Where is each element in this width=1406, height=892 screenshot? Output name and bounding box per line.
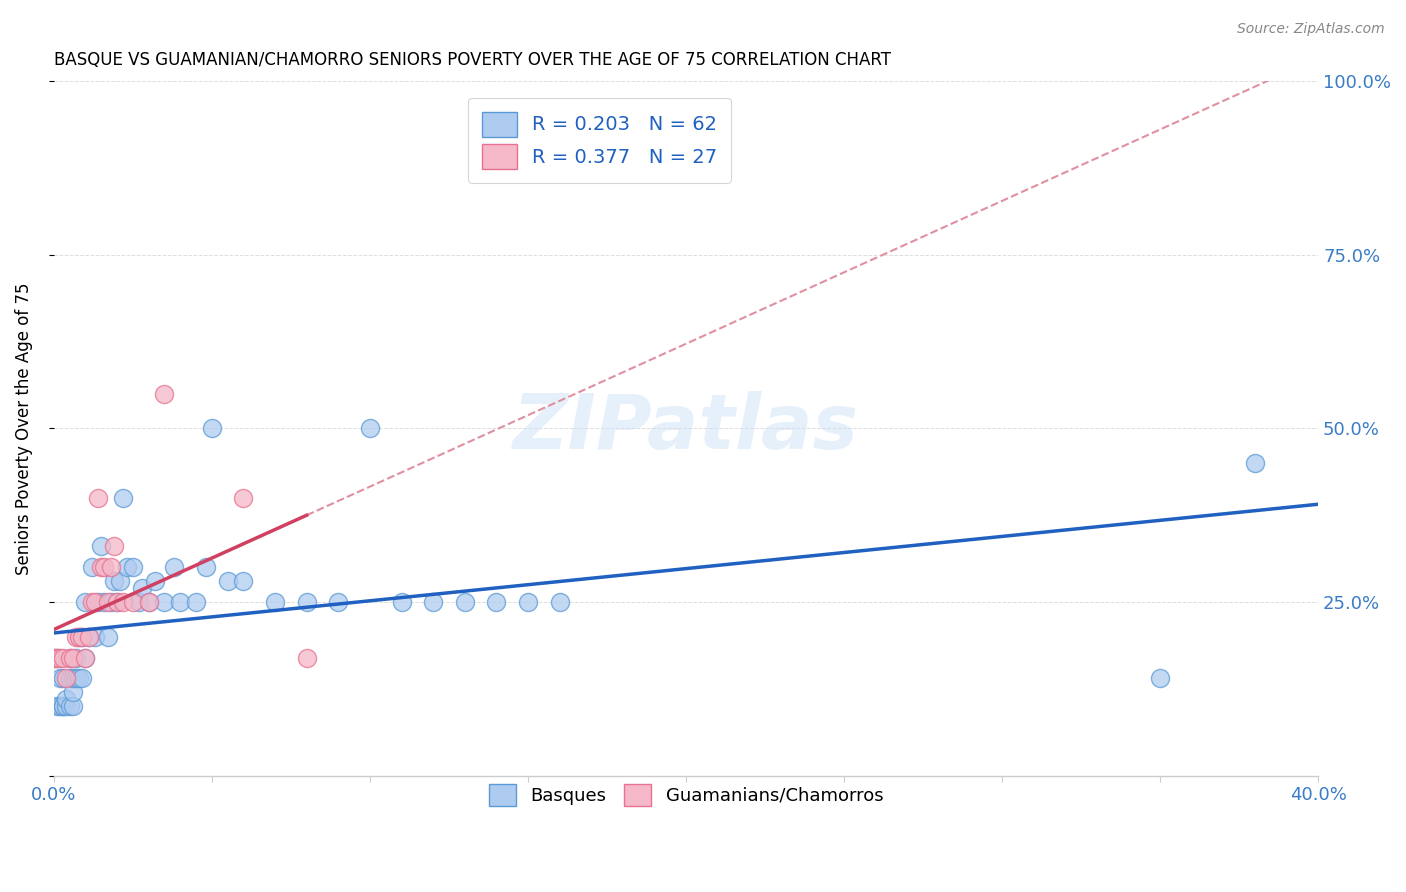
Point [143, 574, 166, 589]
Point [103, 574, 125, 589]
Point [59, 671, 82, 685]
Point [422, 595, 444, 609]
Point [121, 560, 143, 574]
Point [42, 650, 65, 665]
Point [84, 595, 107, 609]
Point [59, 699, 82, 714]
Point [103, 540, 125, 554]
Point [105, 595, 128, 609]
Point [264, 595, 287, 609]
Point [52, 671, 75, 685]
Point [328, 595, 350, 609]
Point [55, 699, 77, 714]
Point [62, 685, 84, 699]
Point [201, 421, 224, 435]
Point [42, 650, 65, 665]
Point [52, 699, 75, 714]
Legend: Basques, Guamanians/Chamorros: Basques, Guamanians/Chamorros [479, 775, 893, 815]
Point [391, 595, 413, 609]
Point [112, 491, 135, 505]
Text: BASQUE VS GUAMANIAN/CHAMORRO SENIORS POVERTY OVER THE AGE OF 75 CORRELATION CHAR: BASQUE VS GUAMANIAN/CHAMORRO SENIORS POV… [53, 51, 891, 69]
Point [138, 595, 160, 609]
Point [93, 560, 115, 574]
Text: Source: ZipAtlas.com: Source: ZipAtlas.com [1237, 22, 1385, 37]
Point [169, 595, 191, 609]
Point [84, 630, 107, 644]
Point [59, 650, 82, 665]
Point [80, 595, 103, 609]
Point [163, 560, 186, 574]
Point [49, 671, 72, 685]
Point [62, 699, 84, 714]
Point [55, 671, 77, 685]
Point [108, 574, 131, 589]
Point [87, 595, 110, 609]
Point [138, 595, 160, 609]
Point [46, 650, 69, 665]
Point [59, 650, 82, 665]
Point [49, 650, 72, 665]
Point [97, 595, 120, 609]
Point [67, 630, 90, 644]
Point [67, 671, 90, 685]
Point [485, 595, 508, 609]
Point [65, 650, 87, 665]
Point [55, 692, 77, 706]
Point [194, 560, 217, 574]
Point [75, 650, 97, 665]
Point [72, 671, 94, 685]
Point [75, 595, 97, 609]
Point [100, 595, 122, 609]
Point [49, 699, 72, 714]
Point [153, 386, 176, 401]
Point [115, 560, 138, 574]
Point [153, 595, 176, 609]
Point [105, 595, 128, 609]
Y-axis label: Seniors Poverty Over the Age of 75: Seniors Poverty Over the Age of 75 [15, 282, 32, 574]
Point [87, 491, 110, 505]
Point [1149, 671, 1171, 685]
Point [128, 595, 150, 609]
Point [52, 699, 75, 714]
Point [548, 595, 571, 609]
Point [295, 595, 318, 609]
Point [232, 491, 254, 505]
Point [121, 595, 143, 609]
Point [67, 630, 90, 644]
Point [184, 595, 207, 609]
Point [359, 421, 381, 435]
Point [232, 574, 254, 589]
Point [62, 650, 84, 665]
Point [72, 630, 94, 644]
Point [65, 630, 87, 644]
Point [65, 671, 87, 685]
Point [80, 560, 103, 574]
Point [217, 574, 239, 589]
Point [97, 630, 120, 644]
Point [52, 650, 75, 665]
Point [90, 560, 112, 574]
Point [93, 595, 115, 609]
Point [454, 595, 477, 609]
Point [77, 630, 100, 644]
Point [72, 630, 94, 644]
Point [75, 650, 97, 665]
Point [131, 581, 153, 595]
Text: ZIPatlas: ZIPatlas [513, 392, 859, 466]
Point [1244, 456, 1267, 470]
Point [516, 595, 538, 609]
Point [90, 540, 112, 554]
Point [46, 699, 69, 714]
Point [295, 650, 318, 665]
Point [100, 560, 122, 574]
Point [112, 595, 135, 609]
Point [62, 671, 84, 685]
Point [77, 630, 100, 644]
Point [46, 650, 69, 665]
